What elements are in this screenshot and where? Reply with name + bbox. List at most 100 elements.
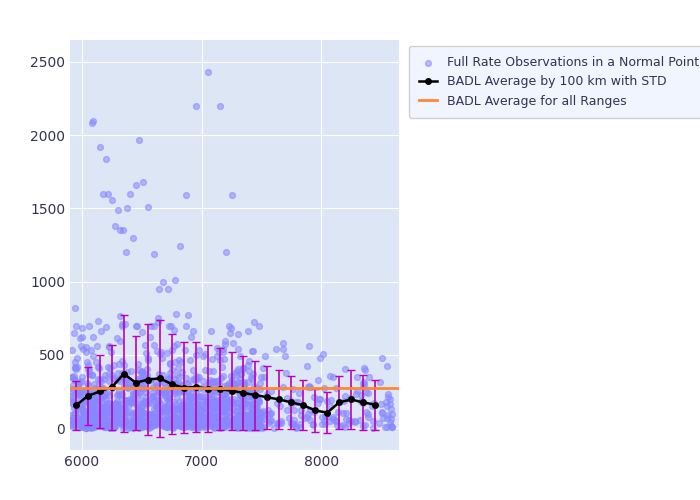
Full Rate Observations in a Normal Point: [69, 374, 80, 382]
Full Rate Observations in a Normal Point: [246, 408, 257, 416]
Full Rate Observations in a Normal Point: [243, 424, 254, 432]
Full Rate Observations in a Normal Point: [176, 400, 188, 408]
Full Rate Observations in a Normal Point: [118, 421, 130, 429]
Full Rate Observations in a Normal Point: [167, 420, 178, 428]
Full Rate Observations in a Normal Point: [71, 419, 83, 427]
Full Rate Observations in a Normal Point: [120, 420, 132, 428]
Full Rate Observations in a Normal Point: [118, 404, 130, 412]
Full Rate Observations in a Normal Point: [132, 410, 144, 418]
Full Rate Observations in a Normal Point: [117, 358, 128, 366]
Full Rate Observations in a Normal Point: [197, 413, 209, 421]
Full Rate Observations in a Normal Point: [111, 408, 122, 416]
Full Rate Observations in a Normal Point: [186, 407, 197, 415]
Full Rate Observations in a Normal Point: [162, 348, 173, 356]
Full Rate Observations in a Normal Point: [175, 422, 186, 430]
Full Rate Observations in a Normal Point: [91, 418, 102, 426]
Full Rate Observations in a Normal Point: [316, 413, 328, 421]
Full Rate Observations in a Normal Point: [186, 421, 197, 429]
Full Rate Observations in a Normal Point: [219, 388, 230, 396]
Full Rate Observations in a Normal Point: [75, 417, 86, 425]
Full Rate Observations in a Normal Point: [171, 413, 182, 421]
Full Rate Observations in a Normal Point: [139, 417, 150, 425]
Full Rate Observations in a Normal Point: [172, 422, 183, 430]
Full Rate Observations in a Normal Point: [71, 322, 82, 330]
Full Rate Observations in a Normal Point: [384, 418, 395, 426]
Full Rate Observations in a Normal Point: [246, 406, 258, 414]
Full Rate Observations in a Normal Point: [244, 424, 256, 432]
Full Rate Observations in a Normal Point: [84, 402, 95, 410]
Full Rate Observations in a Normal Point: [141, 410, 153, 418]
Full Rate Observations in a Normal Point: [73, 420, 84, 428]
Full Rate Observations in a Normal Point: [238, 378, 249, 386]
Full Rate Observations in a Normal Point: [213, 388, 224, 396]
Full Rate Observations in a Normal Point: [107, 407, 118, 415]
Full Rate Observations in a Normal Point: [91, 410, 102, 418]
Full Rate Observations in a Normal Point: [129, 418, 140, 426]
Full Rate Observations in a Normal Point: [216, 423, 227, 431]
Full Rate Observations in a Normal Point: [207, 378, 218, 386]
Full Rate Observations in a Normal Point: [164, 404, 176, 412]
Full Rate Observations in a Normal Point: [108, 410, 119, 418]
Full Rate Observations in a Normal Point: [351, 373, 363, 381]
Full Rate Observations in a Normal Point: [358, 378, 369, 386]
Full Rate Observations in a Normal Point: [206, 386, 218, 394]
Full Rate Observations in a Normal Point: [132, 360, 144, 368]
Full Rate Observations in a Normal Point: [188, 376, 199, 384]
Full Rate Observations in a Normal Point: [169, 375, 180, 383]
Full Rate Observations in a Normal Point: [242, 378, 253, 386]
Full Rate Observations in a Normal Point: [112, 206, 123, 214]
Full Rate Observations in a Normal Point: [169, 387, 181, 395]
Full Rate Observations in a Normal Point: [122, 424, 134, 432]
Full Rate Observations in a Normal Point: [113, 410, 124, 418]
Full Rate Observations in a Normal Point: [163, 407, 174, 415]
Full Rate Observations in a Normal Point: [143, 354, 154, 362]
Full Rate Observations in a Normal Point: [221, 384, 232, 392]
Full Rate Observations in a Normal Point: [382, 393, 393, 401]
Full Rate Observations in a Normal Point: [220, 418, 232, 426]
Full Rate Observations in a Normal Point: [138, 421, 149, 429]
Full Rate Observations in a Normal Point: [100, 154, 111, 162]
Full Rate Observations in a Normal Point: [368, 417, 379, 425]
Full Rate Observations in a Normal Point: [160, 421, 171, 429]
Full Rate Observations in a Normal Point: [307, 420, 318, 428]
Full Rate Observations in a Normal Point: [230, 414, 241, 422]
Full Rate Observations in a Normal Point: [118, 361, 130, 369]
Full Rate Observations in a Normal Point: [199, 410, 210, 418]
Full Rate Observations in a Normal Point: [98, 190, 109, 198]
Full Rate Observations in a Normal Point: [368, 424, 379, 432]
Full Rate Observations in a Normal Point: [220, 420, 232, 428]
Full Rate Observations in a Normal Point: [385, 405, 396, 413]
Full Rate Observations in a Normal Point: [252, 421, 263, 429]
Full Rate Observations in a Normal Point: [256, 408, 267, 416]
Full Rate Observations in a Normal Point: [275, 417, 286, 425]
Full Rate Observations in a Normal Point: [89, 380, 100, 388]
Full Rate Observations in a Normal Point: [150, 419, 162, 427]
Full Rate Observations in a Normal Point: [127, 395, 139, 403]
Full Rate Observations in a Normal Point: [77, 406, 88, 414]
Full Rate Observations in a Normal Point: [160, 407, 172, 415]
Full Rate Observations in a Normal Point: [204, 376, 216, 384]
Full Rate Observations in a Normal Point: [178, 422, 189, 430]
Full Rate Observations in a Normal Point: [191, 424, 202, 432]
Full Rate Observations in a Normal Point: [164, 360, 175, 368]
Full Rate Observations in a Normal Point: [356, 398, 367, 406]
Full Rate Observations in a Normal Point: [93, 404, 104, 412]
Full Rate Observations in a Normal Point: [204, 398, 216, 406]
Full Rate Observations in a Normal Point: [259, 415, 270, 423]
Full Rate Observations in a Normal Point: [230, 406, 241, 414]
Full Rate Observations in a Normal Point: [210, 401, 221, 409]
Full Rate Observations in a Normal Point: [249, 420, 260, 428]
Full Rate Observations in a Normal Point: [80, 348, 92, 356]
Full Rate Observations in a Normal Point: [197, 418, 208, 426]
Full Rate Observations in a Normal Point: [76, 422, 88, 430]
Full Rate Observations in a Normal Point: [100, 402, 111, 410]
Full Rate Observations in a Normal Point: [229, 420, 240, 428]
Full Rate Observations in a Normal Point: [155, 408, 166, 416]
Full Rate Observations in a Normal Point: [290, 424, 301, 432]
Full Rate Observations in a Normal Point: [157, 422, 168, 430]
Full Rate Observations in a Normal Point: [223, 418, 235, 426]
Full Rate Observations in a Normal Point: [328, 414, 339, 422]
Full Rate Observations in a Normal Point: [148, 341, 160, 349]
Full Rate Observations in a Normal Point: [190, 372, 202, 380]
Full Rate Observations in a Normal Point: [204, 378, 215, 386]
